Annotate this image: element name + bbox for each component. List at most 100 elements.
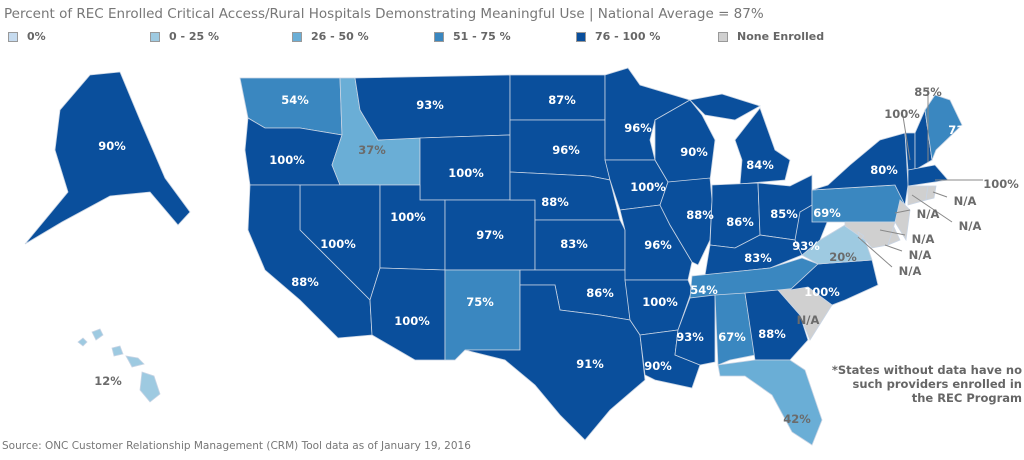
state-value-label: 96% — [624, 121, 652, 135]
legend: 0% 0 - 25 % 26 - 50 % 51 - 75 % 76 - 100 % No… — [8, 30, 824, 43]
legend-label: 0% — [27, 30, 46, 43]
state-value-label: N/A — [954, 194, 977, 208]
state-value-label: 37% — [358, 143, 386, 157]
state-value-label: 100% — [448, 166, 484, 180]
state-value-label: 100% — [394, 314, 430, 328]
state-value-label: 75% — [466, 295, 494, 309]
state-value-label: 88% — [291, 275, 319, 289]
state-ak[interactable] — [24, 71, 191, 245]
state-value-label: 90% — [644, 359, 672, 373]
legend-label: 0 - 25 % — [169, 30, 220, 43]
footnote: *States without data have no such provid… — [832, 363, 1022, 405]
leader-line — [911, 194, 953, 223]
legend-swatch — [718, 31, 728, 42]
state-value-label: 100% — [390, 210, 426, 224]
state-value-label: 86% — [726, 215, 754, 229]
legend-swatch — [292, 31, 302, 42]
state-ct[interactable] — [907, 185, 929, 206]
footnote-line: the REC Program — [911, 391, 1022, 405]
legend-label: 26 - 50 % — [311, 30, 369, 43]
legend-item[interactable]: 0 - 25 % — [150, 30, 292, 43]
state-value-label: 69% — [813, 206, 841, 220]
legend-label: None Enrolled — [737, 30, 825, 43]
state-value-label: 54% — [690, 283, 718, 297]
state-value-label: N/A — [909, 248, 932, 262]
state-value-label: 12% — [94, 374, 122, 388]
state-value-label: N/A — [797, 313, 820, 327]
state-mn[interactable] — [604, 67, 692, 161]
state-value-label: 100% — [642, 295, 678, 309]
legend-swatch — [576, 31, 586, 42]
map-title: Percent of REC Enrolled Critical Access/… — [4, 6, 764, 22]
state-value-label: 100% — [630, 180, 666, 194]
leader-line — [879, 229, 906, 236]
legend-swatch — [8, 31, 18, 42]
leader-line — [932, 191, 948, 198]
state-value-label: 85% — [770, 207, 798, 221]
state-value-label: N/A — [912, 232, 935, 246]
state-value-label: 83% — [560, 237, 588, 251]
state-nm[interactable] — [444, 269, 521, 361]
state-value-label: 87% — [548, 93, 576, 107]
leader-line — [857, 236, 893, 268]
state-value-label: 91% — [576, 357, 604, 371]
state-value-label: 93% — [676, 330, 704, 344]
state-value-label: 96% — [644, 238, 672, 252]
leader-line — [894, 209, 911, 214]
state-value-label: 93% — [416, 98, 444, 112]
state-value-label: 93% — [792, 239, 820, 253]
state-al[interactable] — [714, 292, 756, 366]
legend-swatch — [150, 31, 160, 42]
state-value-label: 20% — [829, 250, 857, 264]
state-mi[interactable] — [689, 93, 791, 185]
legend-item[interactable]: 76 - 100 % — [576, 30, 718, 43]
state-value-label: 80% — [870, 163, 898, 177]
state-value-label: 90% — [98, 139, 126, 153]
state-value-label: 86% — [586, 286, 614, 300]
state-me[interactable] — [924, 94, 963, 162]
state-value-label: 90% — [680, 145, 708, 159]
legend-swatch — [434, 31, 444, 42]
state-value-label: N/A — [959, 219, 982, 233]
state-value-label: N/A — [917, 207, 940, 221]
legend-item[interactable]: None Enrolled — [718, 30, 824, 43]
state-value-label: 42% — [783, 412, 811, 426]
state-value-label: 100% — [884, 107, 920, 121]
legend-label: 76 - 100 % — [595, 30, 661, 43]
state-value-label: 100% — [983, 177, 1019, 191]
state-value-label: 100% — [269, 153, 305, 167]
state-value-label: 73% — [948, 123, 976, 137]
state-value-label: 88% — [686, 208, 714, 222]
state-value-label: 88% — [541, 195, 569, 209]
state-il[interactable] — [659, 177, 713, 266]
legend-item[interactable]: 0% — [8, 30, 150, 43]
state-value-label: 67% — [718, 330, 746, 344]
state-ca[interactable] — [247, 184, 373, 339]
state-value-label: 97% — [476, 228, 504, 242]
state-value-label: 88% — [758, 327, 786, 341]
state-fl[interactable] — [717, 359, 823, 446]
state-hi[interactable] — [77, 328, 161, 403]
state-value-label: 54% — [281, 93, 309, 107]
state-value-label: 100% — [804, 285, 840, 299]
state-value-label: 100% — [320, 237, 356, 251]
state-md[interactable] — [844, 221, 896, 249]
footnote-line: *States without data have no — [831, 363, 1022, 377]
leader-line — [901, 109, 911, 161]
state-value-label: 96% — [552, 143, 580, 157]
state-value-label: 83% — [744, 251, 772, 265]
state-value-label: N/A — [899, 264, 922, 278]
state-value-label: 84% — [746, 158, 774, 172]
legend-item[interactable]: 51 - 75 % — [434, 30, 576, 43]
footnote-line: such providers enrolled in — [852, 377, 1022, 391]
state-tx[interactable] — [464, 284, 646, 441]
state-nj[interactable] — [894, 199, 911, 242]
legend-item[interactable]: 26 - 50 % — [292, 30, 434, 43]
state-ri[interactable] — [925, 185, 937, 201]
legend-label: 51 - 75 % — [453, 30, 511, 43]
leader-line — [884, 244, 903, 252]
source-note: Source: ONC Customer Relationship Manage… — [2, 440, 471, 452]
state-value-label: 85% — [914, 85, 942, 99]
